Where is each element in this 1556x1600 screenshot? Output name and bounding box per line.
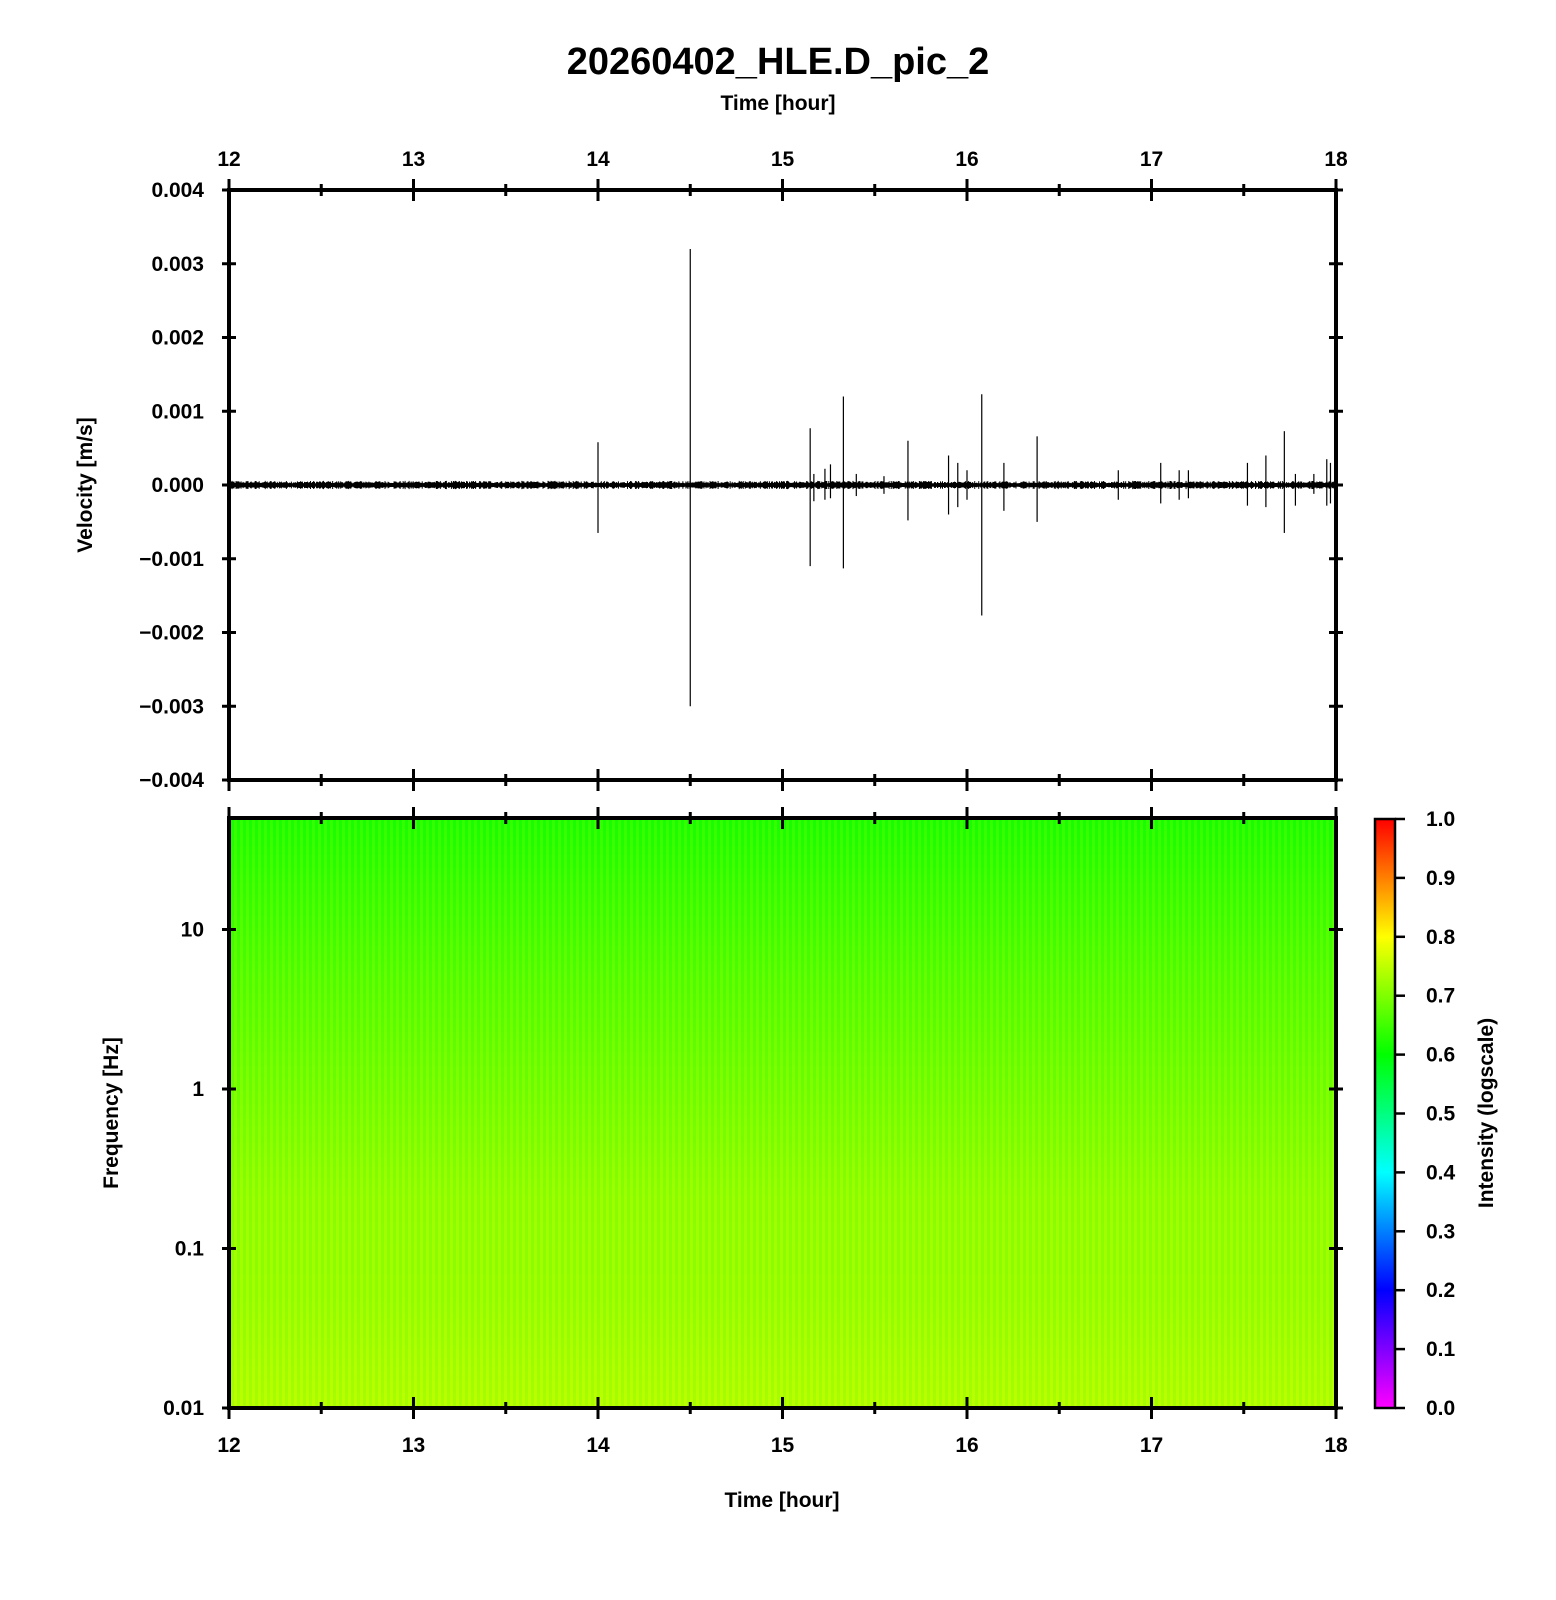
colorbar-tick-label: 0.7: [1426, 985, 1455, 1008]
colorbar-label: Intensity (logscale): [1475, 1018, 1498, 1208]
waveform-y-tick-label: −0.004: [139, 769, 204, 792]
spectrogram-x-tick-label: 13: [402, 1434, 425, 1457]
spectrogram-y-tick-label: 1: [192, 1078, 204, 1101]
spectrogram-x-tick-label: 16: [955, 1434, 978, 1457]
waveform-y-tick-label: 0.004: [151, 179, 204, 202]
spectrogram-x-tick-label: 12: [217, 1434, 240, 1457]
waveform-y-tick-label: 0.003: [151, 253, 204, 276]
colorbar-tick-label: 0.4: [1426, 1161, 1456, 1184]
spectrogram-texture: [229, 818, 1336, 1408]
spectrogram-y-tick-label: 0.1: [175, 1237, 205, 1260]
waveform-ticks: 12 13 14 15 16 17 18 0.004 0.003 0.002 0.001 0.000 −…: [139, 148, 1348, 792]
waveform-panel: 12 13 14 15 16 17 18 0.004 0.003 0.002 0.001 0.000 −…: [74, 148, 1348, 792]
waveform-top-tick-label: 14: [586, 148, 610, 171]
waveform-y-tick-label: −0.003: [139, 695, 204, 718]
waveform-y-tick-label: 0.002: [151, 327, 204, 350]
waveform-y-tick-label: 0.001: [151, 400, 204, 423]
waveform-frame: [227, 188, 1338, 782]
spectrogram-x-tick-label: 17: [1140, 1434, 1163, 1457]
top-x-axis-label: Time [hour]: [720, 92, 835, 115]
colorbar-fill: [1375, 819, 1395, 1408]
colorbar-tick-label: 1.0: [1426, 808, 1455, 831]
waveform-top-tick-label: 12: [217, 148, 240, 171]
colorbar-tick-label: 0.8: [1426, 926, 1456, 949]
spectrogram-x-tick-label: 14: [586, 1434, 610, 1457]
spectrogram-y-tick-label: 0.01: [163, 1397, 204, 1420]
spectrogram-frame: [227, 816, 1338, 1410]
colorbar-ticks: 0.0 0.1 0.2 0.3 0.4 0.5 0.6 0.7 0.8 0.9 1.0: [1395, 808, 1456, 1420]
colorbar-tick-label: 0.6: [1426, 1044, 1455, 1067]
colorbar-tick-label: 0.9: [1426, 867, 1455, 890]
spectrogram-ticks: 12 13 14 15 16 17 18 0.01 0.1 1 10: [163, 807, 1348, 1457]
spectrogram-y-tick-label: 10: [181, 918, 204, 941]
waveform-y-tick-label: −0.001: [139, 548, 204, 571]
colorbar: 0.0 0.1 0.2 0.3 0.4 0.5 0.6 0.7 0.8 0.9 1.0 Intens…: [1373, 808, 1498, 1420]
spectrogram-x-tick-label: 18: [1324, 1434, 1348, 1457]
waveform-top-tick-label: 15: [771, 148, 795, 171]
spectrogram-x-tick-label: 15: [771, 1434, 795, 1457]
waveform-top-tick-label: 18: [1324, 148, 1348, 171]
colorbar-tick-label: 0.1: [1426, 1338, 1456, 1361]
colorbar-tick-label: 0.0: [1426, 1397, 1455, 1420]
waveform-top-tick-label: 13: [402, 148, 425, 171]
spectrogram-x-axis-label: Time [hour]: [724, 1489, 839, 1512]
chart-title: 20260402_HLE.D_pic_2: [567, 41, 990, 83]
colorbar-tick-label: 0.2: [1426, 1279, 1455, 1302]
waveform-y-axis-label: Velocity [m/s]: [74, 417, 97, 552]
waveform-y-tick-label: 0.000: [151, 474, 204, 497]
waveform-top-tick-label: 17: [1140, 148, 1163, 171]
spectrogram-y-axis-label: Frequency [Hz]: [100, 1037, 123, 1189]
waveform-top-tick-label: 16: [955, 148, 978, 171]
colorbar-tick-label: 0.5: [1426, 1103, 1456, 1126]
waveform-trace: [228, 249, 1337, 707]
colorbar-tick-label: 0.3: [1426, 1220, 1455, 1243]
waveform-y-tick-label: −0.002: [139, 622, 204, 645]
